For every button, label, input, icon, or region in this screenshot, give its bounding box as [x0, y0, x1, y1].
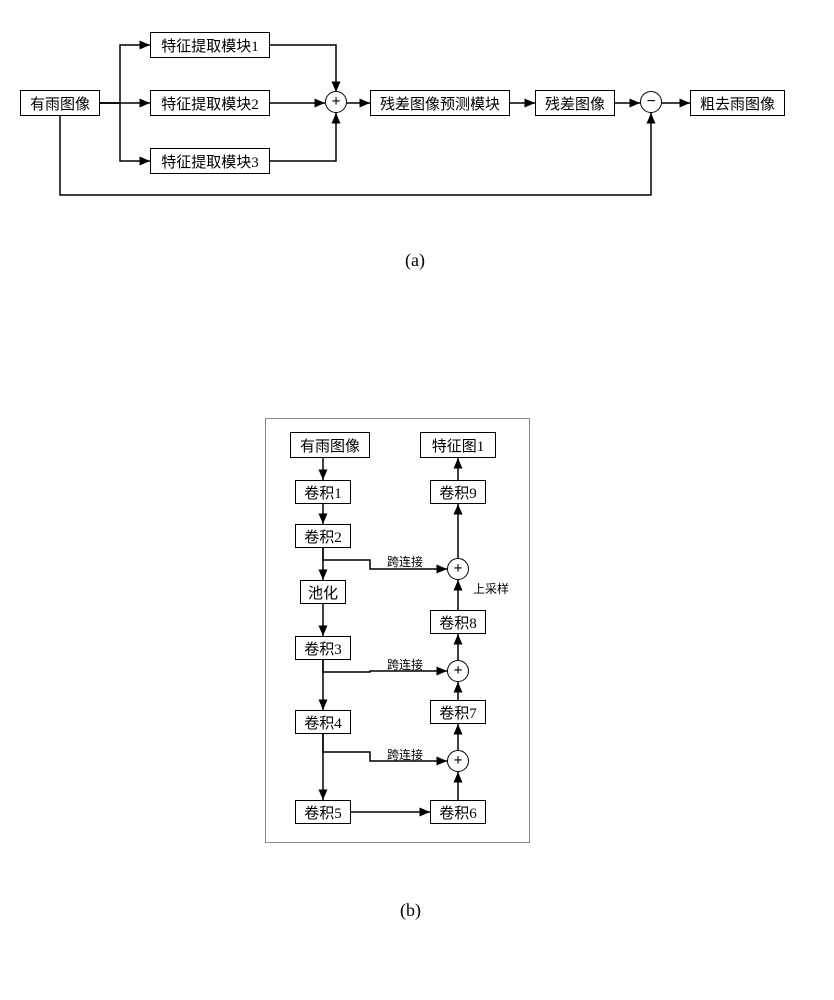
node-label: 卷积4 — [304, 712, 342, 733]
diagram-b-edges — [0, 0, 834, 870]
node-conv9: 卷积9 — [430, 480, 486, 504]
node-label: 特征图1 — [432, 435, 485, 456]
node-label: 卷积3 — [304, 638, 342, 659]
node-label: 卷积6 — [439, 802, 477, 823]
node-label: 卷积9 — [439, 482, 477, 503]
op-label: + — [453, 560, 462, 578]
node-conv7: 卷积7 — [430, 700, 486, 724]
node-input-b: 有雨图像 — [290, 432, 370, 458]
node-featmap: 特征图1 — [420, 432, 496, 458]
node-label: 有雨图像 — [300, 435, 360, 456]
node-conv1: 卷积1 — [295, 480, 351, 504]
sublabel-b: (b) — [400, 900, 421, 921]
plus-op-b3: + — [447, 750, 469, 772]
node-conv2: 卷积2 — [295, 524, 351, 548]
edge-label-upsample: 上采样 — [473, 580, 509, 597]
node-label: 池化 — [308, 582, 338, 603]
node-pool: 池化 — [300, 580, 346, 604]
node-label: 卷积1 — [304, 482, 342, 503]
node-label: 卷积2 — [304, 526, 342, 547]
edge-label-skip2: 跨连接 — [387, 656, 423, 673]
node-conv6: 卷积6 — [430, 800, 486, 824]
edge-label-skip1: 跨连接 — [387, 553, 423, 570]
op-label: + — [453, 752, 462, 770]
node-label: 卷积7 — [439, 702, 477, 723]
plus-op-b2: + — [447, 660, 469, 682]
node-conv3: 卷积3 — [295, 636, 351, 660]
node-label: 卷积8 — [439, 612, 477, 633]
node-conv5: 卷积5 — [295, 800, 351, 824]
node-label: 卷积5 — [304, 802, 342, 823]
node-conv4: 卷积4 — [295, 710, 351, 734]
node-conv8: 卷积8 — [430, 610, 486, 634]
edge-label-skip3: 跨连接 — [387, 746, 423, 763]
plus-op-b1: + — [447, 558, 469, 580]
op-label: + — [453, 662, 462, 680]
